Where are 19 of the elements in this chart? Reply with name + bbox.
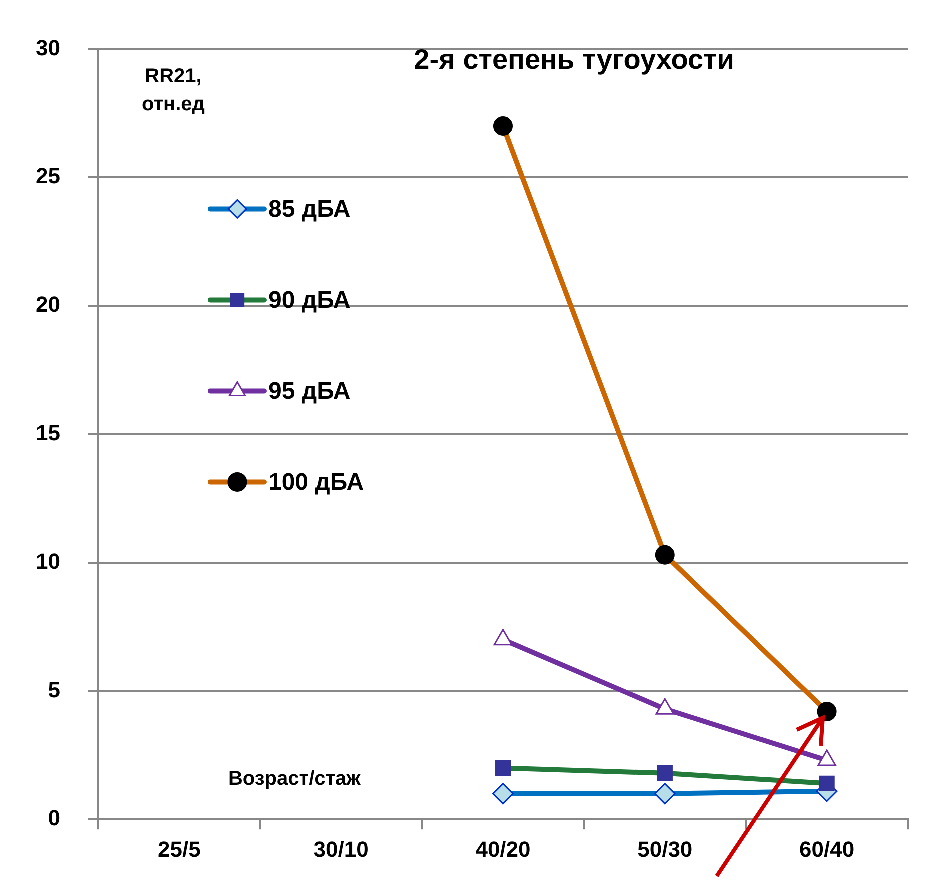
chart-title: 2-я степень тугоухости [414, 44, 734, 75]
x-tick-label: 40/20 [476, 836, 531, 862]
x-tick-label: 50/30 [638, 836, 693, 862]
x-tick-label: 30/10 [314, 836, 369, 862]
x-tick-label: 25/5 [158, 836, 201, 862]
y-tick-label: 25 [36, 164, 60, 189]
x-tick-label: 60/40 [800, 836, 855, 862]
y-tick-label: 10 [36, 548, 60, 574]
x-axis-title: Возраст/стаж [228, 768, 362, 790]
legend-label: 85 дБА [268, 196, 351, 223]
y-tick-label: 20 [36, 292, 60, 318]
y-tick-label: 0 [48, 806, 60, 831]
y-axis-title: RR21, отн.ед [142, 66, 206, 116]
legend-label: 100 дБА [268, 468, 364, 496]
y-tick-label: 30 [36, 35, 60, 60]
y-tick-label: 5 [48, 677, 60, 702]
y-tick-label: 15 [36, 420, 60, 446]
legend-label: 90 дБА [268, 286, 351, 314]
legend-label: 95 дБА [268, 378, 351, 405]
